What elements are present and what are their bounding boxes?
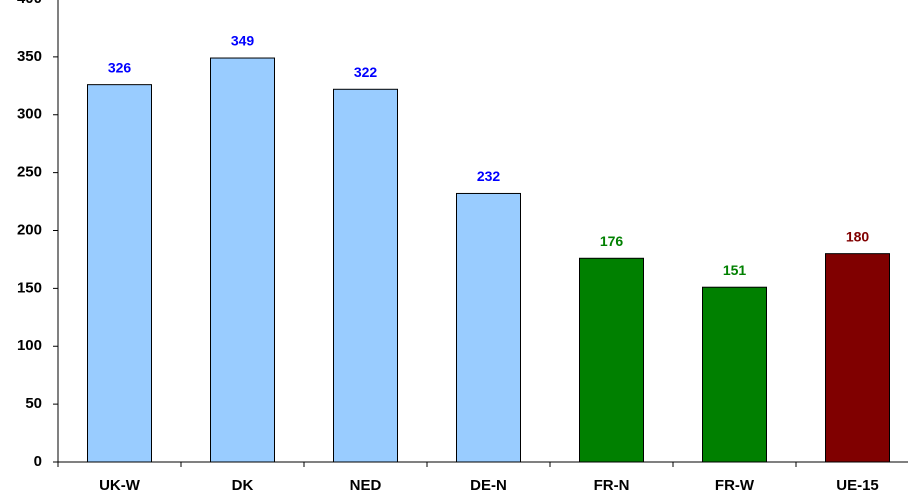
value-label: 349 [231,33,255,49]
bar [702,286,767,463]
y-tick-label: 150 [17,279,42,296]
y-tick-label: 200 [17,221,42,238]
bar [825,253,890,463]
y-tick-label: 350 [17,48,42,65]
y-tick-label: 250 [17,164,42,181]
x-tick-label: DK [232,477,254,493]
x-tick-label: FR-W [715,477,755,493]
bar [87,84,152,463]
y-tick-label: 50 [25,395,42,412]
value-label: 180 [846,228,870,244]
y-tick-label: 300 [17,106,42,123]
x-tick-label: FR-N [594,477,630,493]
value-label: 151 [723,262,747,278]
x-tick-label: UE-15 [836,477,879,493]
x-tick-label: DE-N [470,477,507,493]
bar [210,57,275,463]
y-tick-label: 0 [34,453,42,470]
bar [333,88,398,463]
x-tick-label: UK-W [99,477,141,493]
y-tick-label: 100 [17,337,42,354]
x-tick-label: NED [350,477,382,493]
value-label: 322 [354,64,378,80]
y-tick-label: 400 [17,0,42,7]
bar [456,192,521,463]
value-label: 232 [477,168,501,184]
value-label: 176 [600,233,624,249]
bar [579,257,644,463]
value-label: 326 [108,59,132,75]
